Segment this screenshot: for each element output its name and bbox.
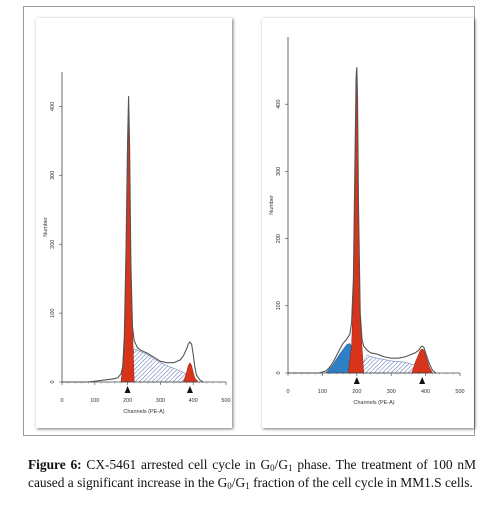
x-tick-label: 100: [318, 389, 327, 395]
x-tick-label: 200: [123, 398, 132, 404]
x-axis-label: Channels (PE-A): [123, 409, 164, 415]
figure-label: Figure 6:: [28, 457, 82, 472]
y-tick-label: 0: [50, 380, 56, 383]
y-tick-label: 0: [276, 371, 282, 374]
y-axis-label: Number: [43, 217, 49, 237]
caption-line3: fraction of the cell cycle in MM1.S cell…: [253, 474, 473, 490]
gate-marker: [353, 377, 360, 384]
s-phase-area: [127, 348, 191, 383]
histogram-panel-left: 0 100 200 300 400 500 0 100 200 300 400 Channels (P…: [36, 18, 232, 428]
x-tick-label: 0: [286, 389, 289, 395]
gate-marker: [186, 386, 193, 393]
x-tick-label: 400: [421, 389, 430, 395]
gate-marker: [124, 386, 131, 393]
x-tick-label: 300: [387, 389, 396, 395]
x-tick-label: 200: [352, 389, 361, 395]
y-axis-label: Number: [269, 195, 275, 215]
y-tick-label: 400: [276, 100, 282, 109]
x-tick-label: 400: [189, 398, 198, 404]
x-tick-label: 0: [60, 398, 63, 404]
x-tick-label: 100: [90, 398, 99, 404]
y-tick-label: 300: [50, 171, 56, 180]
x-tick-label: 300: [156, 398, 165, 404]
caption-sub: 1: [288, 463, 293, 473]
caption-line2: treatment of 100 nM caused a significant…: [28, 457, 476, 490]
histogram-panel-right: 0 100 200 300 400 500 0 100 200 300 400 Channels (P…: [262, 18, 474, 428]
y-tick-label: 100: [50, 309, 56, 318]
y-tick-label: 100: [276, 301, 282, 310]
gate-marker: [419, 377, 426, 384]
y-tick-label: 400: [50, 102, 56, 111]
histogram-outline: [288, 67, 437, 374]
y-tick-label: 200: [276, 234, 282, 243]
figure-caption: Figure 6: CX-5461 arrested cell cycle in…: [28, 456, 476, 491]
caption-sub: 1: [245, 480, 250, 491]
caption-sub: 0: [270, 463, 275, 473]
caption-text: /G: [231, 474, 246, 490]
histogram-chart-left: 0 100 200 300 400 500 0 100 200 300 400 Channels (P…: [43, 72, 231, 415]
x-tick-label: 500: [221, 398, 230, 404]
caption-sub: 0: [227, 480, 232, 491]
histogram-chart-right: 0 100 200 300 400 500 0 100 200 300 400 Channels (P…: [269, 37, 465, 406]
x-axis-label: Channels (PE-A): [353, 400, 394, 406]
caption-line1: CX-5461 arrested cell cycle in G: [86, 457, 271, 472]
histogram-outline: [62, 96, 204, 383]
y-tick-label: 200: [50, 240, 56, 249]
caption-text: /G: [274, 457, 289, 472]
y-tick-label: 300: [276, 167, 282, 176]
caption-text: phase. The: [297, 457, 357, 472]
x-tick-label: 500: [455, 389, 464, 395]
